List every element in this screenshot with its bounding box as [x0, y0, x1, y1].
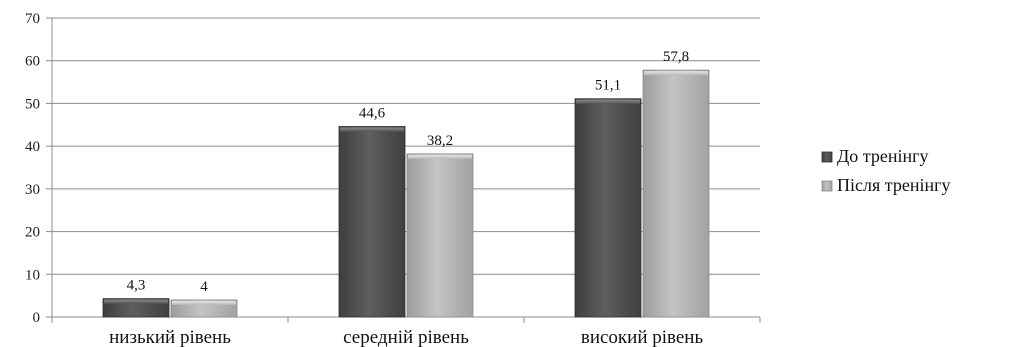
gridlines	[52, 17, 760, 275]
axes: 0 10 20 30 40 50 60 70 низький рівень середній рі…	[25, 11, 761, 347]
legend-swatch	[821, 151, 833, 163]
data-label: 51,1	[595, 78, 621, 94]
bar	[338, 126, 406, 318]
y-tick-label: 40	[25, 139, 40, 155]
data-label: 57,8	[663, 49, 689, 65]
data-label: 44,6	[359, 105, 386, 121]
y-tick-label: 10	[25, 267, 40, 283]
x-category-label: середній рівень	[343, 327, 469, 347]
data-label: 38,2	[427, 133, 453, 149]
x-category-label: високий рівень	[581, 327, 704, 347]
legend-label: До тренінгу	[837, 146, 929, 166]
y-tick-label: 30	[25, 182, 40, 198]
y-tick-label: 0	[33, 310, 41, 326]
bar-top-bevel	[644, 71, 708, 76]
bar	[574, 98, 642, 318]
y-tick-label: 50	[25, 96, 40, 112]
bar-top-bevel	[340, 127, 404, 132]
bar-top-bevel	[408, 154, 472, 159]
legend-label: Після тренінгу	[837, 175, 950, 195]
bar	[642, 69, 710, 318]
x-category-label: низький рівень	[109, 327, 231, 347]
data-label: 4,3	[127, 278, 146, 294]
bar-top-bevel	[104, 299, 168, 304]
legend-swatch	[821, 180, 833, 192]
y-tick-label: 70	[25, 11, 40, 27]
bars	[102, 69, 710, 318]
data-labels: 4,3 4 44,6 38,2 51,1 57,8	[127, 49, 690, 295]
data-label: 4	[200, 279, 208, 295]
bar-top-bevel	[172, 300, 236, 305]
legend: До тренінгу Після тренінгу	[821, 146, 950, 195]
bar	[406, 153, 474, 318]
y-tick-label: 60	[25, 54, 40, 70]
bar-top-bevel	[576, 99, 640, 104]
y-tick-label: 20	[25, 225, 40, 241]
